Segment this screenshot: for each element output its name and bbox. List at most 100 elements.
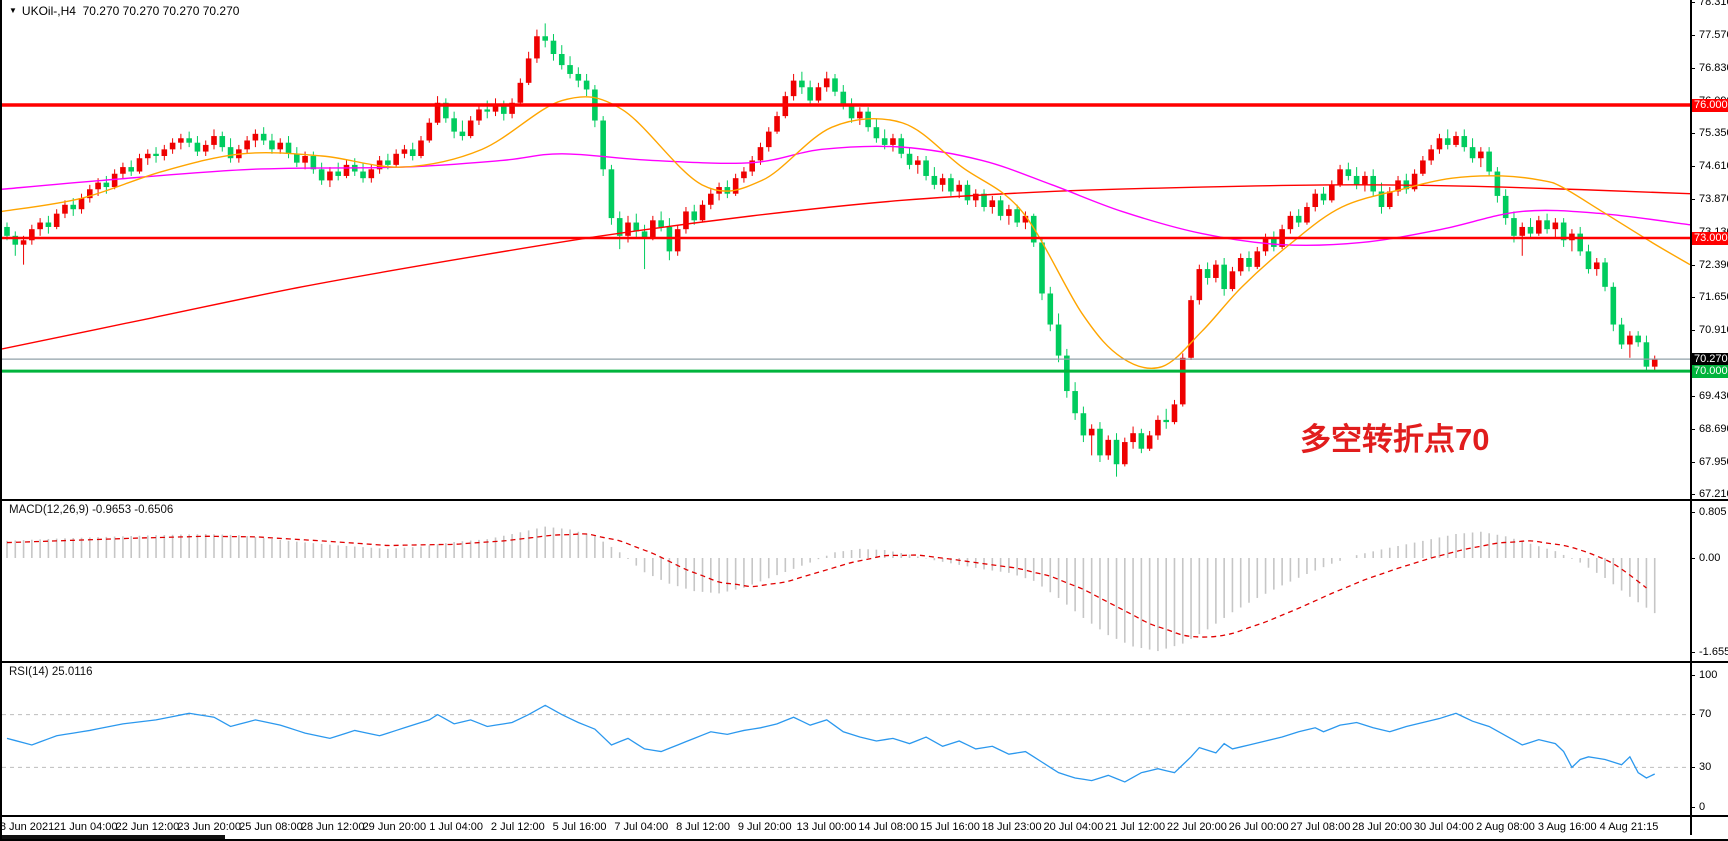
macd-label: MACD(12,26,9) -0.9653 -0.6506 xyxy=(9,504,173,516)
time-axis-label: 2 Jul 12:00 xyxy=(490,821,545,833)
macd-axis-label: 0.805 xyxy=(1699,505,1727,518)
macd-indicator-chart[interactable] xyxy=(2,501,1690,661)
time-axis-label: 21 Jun 04:00 xyxy=(53,821,118,833)
main-price-chart[interactable] xyxy=(2,0,1690,499)
rsi-indicator-chart[interactable] xyxy=(2,663,1690,815)
price-badge-70.270: 70.270 xyxy=(1692,352,1728,366)
macd-axis-label: -1.6556 xyxy=(1699,646,1728,659)
ma-slow-red xyxy=(2,184,1690,350)
rsi-axis-label: 30 xyxy=(1699,760,1712,773)
time-axis-label: 8 Jul 12:00 xyxy=(676,821,730,833)
symbol-dropdown-icon[interactable]: ▼ xyxy=(9,6,17,15)
axis-tick xyxy=(1690,674,1695,676)
rsi-axis-label: 70 xyxy=(1699,708,1712,721)
price-badge-73.000: 73.000 xyxy=(1692,231,1728,245)
price-axis-label: 78.310 xyxy=(1699,0,1728,9)
price-axis-label: 71.650 xyxy=(1699,291,1728,304)
macd-axis-label: 0.00 xyxy=(1699,551,1721,564)
time-axis-label: 15 Jul 16:00 xyxy=(919,821,980,833)
axis-tick xyxy=(1690,428,1695,430)
time-axis-label: 20 Jul 04:00 xyxy=(1043,821,1104,833)
price-badge-70.000: 70.000 xyxy=(1692,364,1728,378)
price-axis-label: 75.350 xyxy=(1699,127,1728,140)
axis-tick xyxy=(1690,264,1695,266)
time-axis-label: 14 Jul 08:00 xyxy=(858,821,919,833)
macd-histogram-group xyxy=(6,526,1656,652)
annotation-text: 多空转折点70 xyxy=(1300,422,1490,457)
axis-tick xyxy=(1690,494,1695,496)
price-axis-label: 72.390 xyxy=(1699,258,1728,271)
rsi-axis-label: 0 xyxy=(1699,800,1706,813)
time-axis-label: 22 Jul 20:00 xyxy=(1166,821,1227,833)
rsi-line xyxy=(6,704,1656,783)
macd-values: -0.9653 -0.6506 xyxy=(92,504,174,516)
moving-averages-group xyxy=(2,96,1690,370)
time-axis-label: 2 Aug 08:00 xyxy=(1476,821,1535,833)
axis-tick xyxy=(1690,2,1695,4)
price-badge-76.000: 76.000 xyxy=(1692,98,1728,112)
time-axis-label: 27 Jul 08:00 xyxy=(1290,821,1351,833)
price-axis-label: 70.910 xyxy=(1699,324,1728,337)
ma-mid-magenta xyxy=(2,145,1690,247)
panel-separator-main-macd[interactable] xyxy=(2,499,1728,501)
horizontal-scrollbar[interactable] xyxy=(2,835,1728,841)
candles-group xyxy=(4,23,1658,477)
axis-tick xyxy=(1690,806,1695,808)
time-axis-label: 5 Jul 16:00 xyxy=(552,821,607,833)
axis-tick xyxy=(1690,34,1695,36)
time-axis-label: 22 Jun 12:00 xyxy=(115,821,180,833)
price-axis-label: 67.210 xyxy=(1699,488,1728,501)
time-axis-label: 29 Jun 20:00 xyxy=(362,821,427,833)
time-axis-label: 3 Aug 16:00 xyxy=(1537,821,1597,833)
axis-tick xyxy=(1690,395,1695,397)
axis-tick xyxy=(1690,198,1695,200)
rsi-name: RSI(14) xyxy=(9,666,49,678)
chart-title: ▼ UKOil-,H4 70.270 70.270 70.270 70.270 xyxy=(9,4,239,18)
axis-tick xyxy=(1690,652,1695,654)
axis-tick xyxy=(1690,166,1695,168)
horizontal-lines-group xyxy=(2,103,1690,373)
rsi-label: RSI(14) 25.0116 xyxy=(9,666,93,678)
price-axis-label: 77.570 xyxy=(1699,28,1728,41)
axis-tick xyxy=(1690,330,1695,332)
axis-tick xyxy=(1690,67,1695,69)
price-axis-label: 68.690 xyxy=(1699,422,1728,435)
price-axis-label: 67.950 xyxy=(1699,455,1728,468)
ma-fast-orange xyxy=(2,96,1690,370)
macd-signal-line xyxy=(6,533,1647,638)
price-axis-label: 69.430 xyxy=(1699,389,1728,402)
time-axis-label: 9 Jul 20:00 xyxy=(737,821,792,833)
axis-tick xyxy=(1690,714,1695,716)
price-axis-label: 76.830 xyxy=(1699,61,1728,74)
time-axis-label: 18 Jun 2021 xyxy=(0,821,55,833)
scrollbar-thumb[interactable] xyxy=(2,835,225,841)
time-axis-label: 7 Jul 04:00 xyxy=(614,821,669,833)
price-axis-label: 74.610 xyxy=(1699,160,1728,173)
time-axis-label: 25 Jun 08:00 xyxy=(239,821,303,833)
price-axis-line xyxy=(1690,0,1692,836)
axis-tick xyxy=(1690,766,1695,768)
time-axis-label: 23 Jun 20:00 xyxy=(177,821,241,833)
time-axis-label: 28 Jul 20:00 xyxy=(1352,821,1413,833)
time-axis-label: 28 Jun 12:00 xyxy=(300,821,365,833)
macd-name: MACD(12,26,9) xyxy=(9,504,89,516)
axis-tick xyxy=(1690,297,1695,299)
time-axis-label: 21 Jul 12:00 xyxy=(1105,821,1166,833)
symbol-period-label: UKOil-,H4 xyxy=(21,4,76,18)
time-axis-label: 26 Jul 00:00 xyxy=(1228,821,1289,833)
time-axis-label: 1 Jul 04:00 xyxy=(429,821,484,833)
time-axis-label: 18 Jul 23:00 xyxy=(981,821,1042,833)
axis-tick xyxy=(1690,557,1695,559)
rsi-axis-label: 100 xyxy=(1699,668,1718,681)
window-bottom-border xyxy=(2,839,1728,841)
ohlc-quotes-label: 70.270 70.270 70.270 70.270 xyxy=(82,4,240,18)
time-axis-label: 13 Jul 00:00 xyxy=(796,821,857,833)
rsi-value: 25.0116 xyxy=(51,666,93,678)
price-axis-label: 73.870 xyxy=(1699,192,1728,205)
axis-tick xyxy=(1690,511,1695,513)
panel-separator-macd-rsi[interactable] xyxy=(2,661,1728,663)
time-axis-label: 4 Aug 21:15 xyxy=(1599,821,1659,833)
panel-separator-rsi-time xyxy=(2,815,1728,817)
axis-tick xyxy=(1690,133,1695,135)
